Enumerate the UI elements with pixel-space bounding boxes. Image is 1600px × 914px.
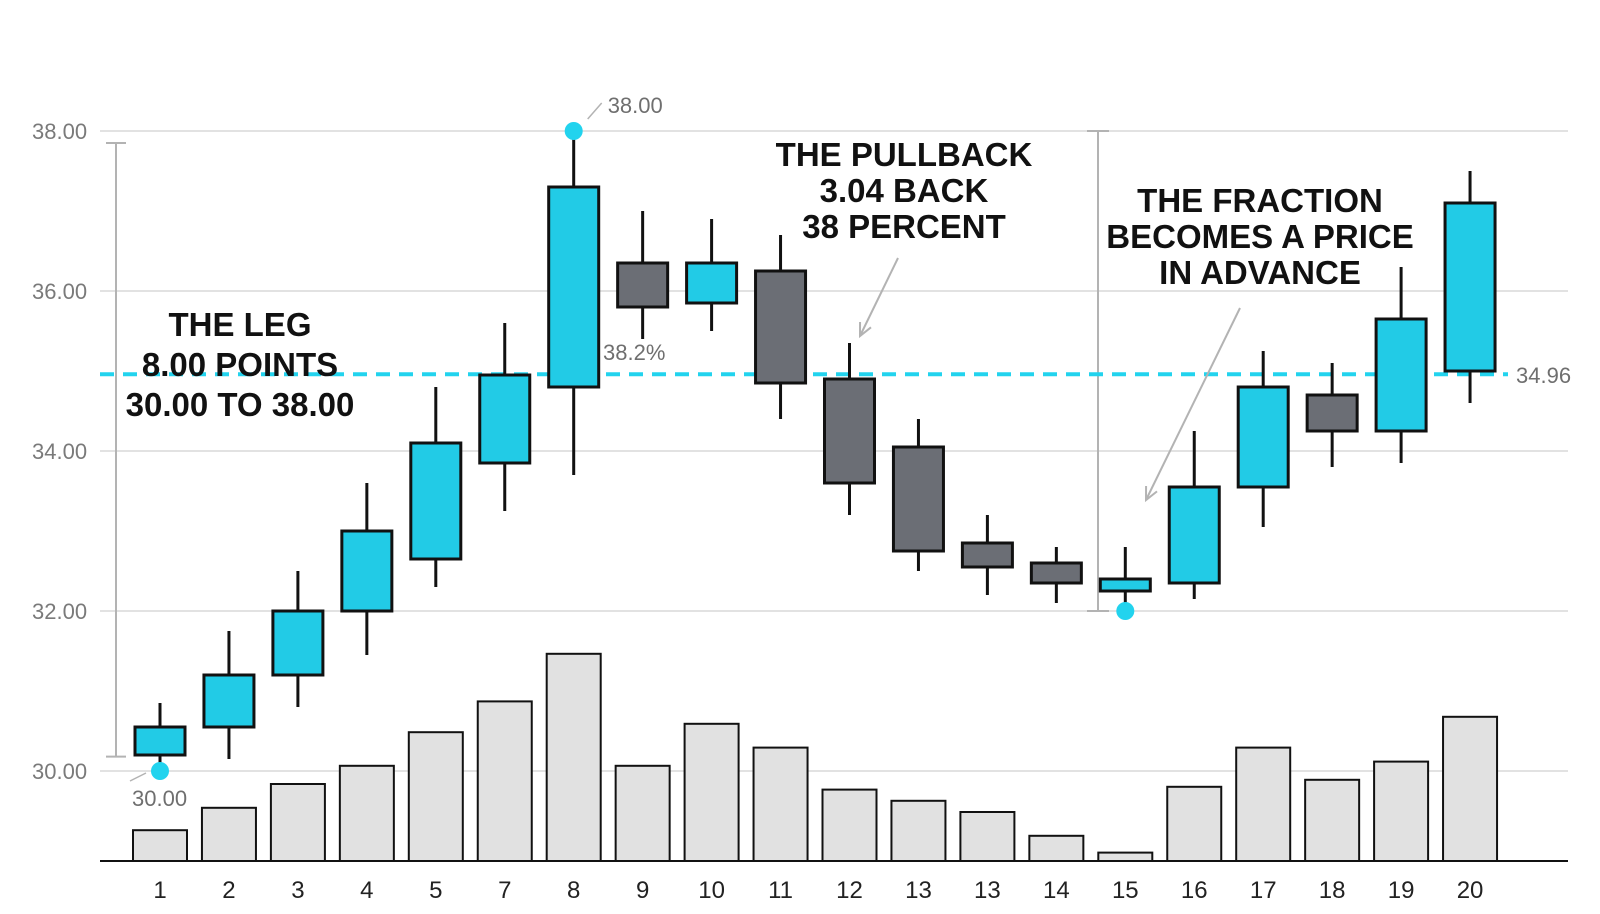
pullback-annotation-arrow [859, 257, 899, 337]
retracement-value-label: 34.96 [1516, 363, 1571, 388]
volume-bar [821, 788, 878, 862]
x-tick-label: 5 [429, 877, 442, 904]
volume-bar [1235, 746, 1292, 862]
y-tick-label: 34.00 [32, 439, 87, 464]
volume-bar [890, 799, 947, 862]
y-axis-ticks: 38.00 36.00 34.00 32.00 30.00 [32, 119, 87, 784]
pullback-annotation-arrow-head [858, 321, 872, 339]
candle-body [340, 529, 394, 613]
candle-body [409, 441, 463, 561]
y-tick-label: 36.00 [32, 279, 87, 304]
x-tick-label: 13 [974, 877, 1001, 904]
x-tick-label: 13 [905, 877, 932, 904]
volume-bar [1097, 851, 1154, 862]
candle-body [1098, 577, 1152, 593]
volume-bar [614, 764, 671, 862]
volume-bar [1028, 834, 1085, 862]
candle-body [754, 269, 808, 385]
x-tick-label: 11 [768, 877, 793, 904]
fraction-annotation-line-1: THE FRACTION [1137, 182, 1383, 219]
x-tick-label: 17 [1250, 877, 1277, 904]
y-tick-label: 32.00 [32, 599, 87, 624]
candle-body [547, 185, 601, 389]
volume-bar [683, 722, 740, 862]
candle-body [823, 377, 876, 485]
pullback-annotation-line-1: THE PULLBACK [776, 136, 1033, 173]
fraction-annotation-line-3: IN ADVANCE [1159, 254, 1361, 291]
candle-body [133, 725, 187, 757]
pivot-dot [564, 122, 583, 140]
leg-annotation-line-3: 30.00 TO 38.00 [126, 386, 355, 423]
pivot-dot [151, 762, 169, 780]
x-axis-ticks: 1 2 3 4 5 7 8 9 10 11 12 13 13 14 15 16 17 18 19 20 [153, 877, 1483, 904]
volume-bar [476, 700, 533, 863]
pivot-points [151, 122, 1135, 780]
volume-bar [1166, 785, 1223, 862]
x-tick-label: 19 [1388, 877, 1415, 904]
candle-body [271, 609, 325, 677]
candles [133, 131, 1497, 763]
candle-body [202, 673, 256, 729]
candle-body [1167, 485, 1221, 585]
pivot-dot [1116, 602, 1135, 620]
x-tick-label: 4 [360, 877, 373, 904]
pullback-annotation-line-3: 38 PERCENT [802, 208, 1006, 245]
x-tick-label: 10 [698, 877, 725, 904]
volume-bar [269, 783, 326, 862]
x-tick-label: 16 [1181, 877, 1208, 904]
x-tick-label: 1 [153, 877, 166, 904]
y-tick-label: 38.00 [32, 119, 87, 144]
volume-bar [1373, 760, 1430, 862]
x-tick-label: 14 [1043, 877, 1070, 904]
volume-bar [132, 829, 188, 863]
x-tick-label: 18 [1319, 877, 1346, 904]
candle-body [1029, 561, 1083, 585]
y-tick-label: 30.00 [32, 759, 87, 784]
volume-bar [752, 746, 809, 862]
volume-bar [200, 806, 257, 862]
candle-body [1374, 317, 1428, 433]
candle-body [891, 445, 945, 553]
x-tick-label: 8 [567, 877, 580, 904]
swing-high-label: 38.00 [608, 93, 663, 118]
leg-annotation-line-2: 8.00 POINTS [142, 346, 338, 383]
candle-body [478, 373, 532, 465]
candle-body [685, 261, 739, 305]
x-tick-label: 7 [498, 877, 511, 904]
candle-body [960, 541, 1014, 569]
fraction-annotation-arrow [1145, 307, 1241, 501]
x-tick-label: 2 [222, 877, 235, 904]
candle-body [1443, 201, 1497, 373]
annotation-pointers [129, 102, 1241, 782]
x-tick-label: 9 [636, 877, 649, 904]
x-tick-label: 15 [1112, 877, 1139, 904]
volume-bar [338, 764, 395, 862]
volume-bar [407, 731, 464, 863]
swing-low-label: 30.00 [132, 786, 187, 811]
volume-bar [545, 652, 602, 862]
volume-bar [1304, 778, 1361, 862]
volume-bars [132, 652, 1499, 863]
volume-bar [959, 811, 1016, 862]
retracement-percent-label: 38.2% [603, 340, 665, 365]
volume-bar [1442, 715, 1499, 862]
x-tick-label: 12 [836, 877, 863, 904]
high-label-pointer [587, 102, 603, 120]
low-label-pointer [129, 772, 147, 782]
leg-annotation-line-1: THE LEG [168, 306, 311, 343]
x-tick-label: 20 [1457, 877, 1484, 904]
range-brackets [106, 130, 1109, 758]
candle-body [1236, 385, 1290, 489]
fraction-annotation-arrow-head [1144, 485, 1158, 503]
x-tick-label: 3 [291, 877, 304, 904]
candle-body [1305, 393, 1359, 433]
candle-body [616, 261, 670, 309]
fraction-annotation-line-2: BECOMES A PRICE [1106, 218, 1413, 255]
pullback-annotation-line-2: 3.04 BACK [820, 172, 989, 209]
